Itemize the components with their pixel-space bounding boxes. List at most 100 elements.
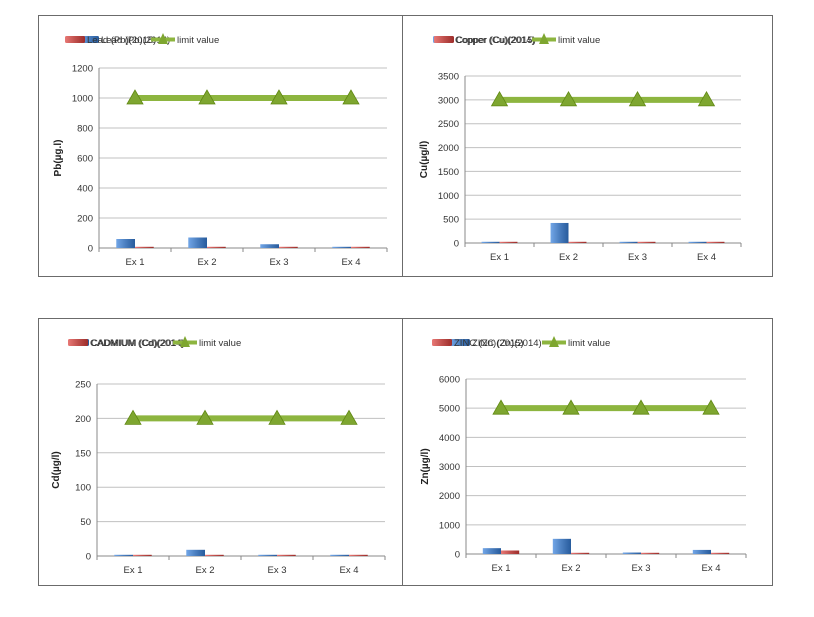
bar-ex2-series1: [550, 222, 569, 243]
y-tick-label: 500: [443, 215, 459, 226]
y-tick-label: 200: [77, 214, 93, 225]
limit-value-marker: [632, 399, 650, 415]
limit-value-marker: [270, 89, 288, 105]
bar-ex3-series2: [279, 246, 298, 248]
y-tick-label: 5000: [439, 404, 460, 415]
bar-ex1-series1: [114, 554, 133, 556]
bar-ex1-series2: [499, 241, 518, 243]
legend-label: Lead (Pb)(2015): [87, 35, 156, 46]
limit-value-marker: [562, 399, 580, 415]
legend-marker-limit: [180, 336, 190, 347]
chart-panel-copper: 0 500 1000 1500 2000 2500 3000 3500 Cu(µg/l) Ex 1…: [402, 15, 773, 277]
x-tick-label: Ex 2: [559, 252, 578, 263]
chart-copper: 0 500 1000 1500 2000 2500 3000 3500 Cu(µg/l) Ex 1…: [419, 33, 742, 263]
limit-value-marker: [126, 89, 144, 105]
x-tick-label: Ex 2: [195, 565, 214, 576]
bar-ex3-series1: [622, 552, 641, 554]
bar-ex4-series2: [706, 241, 725, 243]
y-tick-label: 2000: [438, 143, 459, 154]
legend-label: Copper (Cu)(2015): [456, 35, 536, 46]
legend-marker-limit: [158, 33, 168, 44]
bar-ex4-series2: [351, 246, 370, 248]
y-tick-label: 1000: [439, 520, 460, 531]
legend-label: CADMIUM (Cd)(2014): [90, 338, 184, 349]
limit-value-marker: [198, 89, 216, 105]
y-tick-label: 400: [77, 184, 93, 195]
y-tick-label: 1500: [438, 167, 459, 178]
legend-swatch-series2: [432, 339, 452, 346]
limit-value-marker: [490, 91, 509, 107]
legend-swatch-series2: [434, 36, 454, 43]
chart-cadmium: 0 50 100 150 200 250 Cd(µg/l) Ex 1 Ex 2 Ex 3 Ex 4 C…: [51, 336, 386, 576]
bar-ex2-series2: [571, 552, 590, 554]
bar-ex1-series1: [116, 239, 135, 248]
bar-ex1-series1: [481, 241, 500, 243]
x-tick-label: Ex 1: [490, 252, 509, 263]
chart-panel-cadmium: 0 50 100 150 200 250 Cd(µg/l) Ex 1 Ex 2 Ex 3 Ex 4 C…: [38, 318, 403, 586]
chart-zinc: 0 1000 2000 3000 4000 5000 6000 Zn(µg/l) Ex 1 Ex …: [420, 336, 747, 574]
limit-value-marker: [702, 399, 720, 415]
bar-ex1-series2: [135, 246, 154, 248]
x-tick-label: Ex 4: [697, 252, 716, 263]
x-tick-label: Ex 4: [341, 257, 360, 268]
legend-label: Lead (Pb)(2014): [101, 35, 170, 46]
y-tick-label: 800: [77, 124, 93, 135]
limit-value-marker: [628, 91, 647, 107]
legend-swatch-series2: [65, 36, 85, 43]
y-tick-label: 50: [80, 517, 91, 528]
bar-ex2-series2: [568, 241, 587, 243]
legend-label: ZINC (Zn)(2015): [454, 338, 524, 349]
bar-ex1-series2: [133, 554, 152, 556]
bar-ex1-series1: [482, 548, 501, 554]
y-tick-label: 600: [77, 154, 93, 165]
x-tick-label: Ex 1: [123, 565, 142, 576]
y-tick-label: 1000: [72, 94, 93, 105]
bar-ex3-series2: [277, 554, 296, 556]
bar-ex4-series1: [332, 246, 351, 248]
x-tick-label: Ex 3: [631, 563, 650, 574]
x-tick-label: Ex 2: [197, 257, 216, 268]
bar-ex2-series1: [188, 237, 207, 248]
chart-panel-lead: 0 200 400 600 800 1000 1200 Pb(µg.l) Ex 1 Ex 2 Ex …: [38, 15, 403, 277]
y-tick-label: 2000: [439, 491, 460, 502]
y-axis-label: Cd(µg/l): [51, 451, 62, 488]
y-tick-label: 4000: [439, 433, 460, 444]
limit-value-marker: [124, 409, 142, 425]
legend-marker-limit: [549, 336, 559, 347]
legend-label: limit value: [568, 338, 610, 349]
legend-marker-limit: [539, 33, 549, 44]
x-tick-label: Ex 2: [561, 563, 580, 574]
y-axis-label: Cu(µg/l): [419, 141, 430, 178]
limit-value-marker: [697, 91, 716, 107]
y-tick-label: 250: [75, 380, 91, 391]
x-tick-label: Ex 3: [628, 252, 647, 263]
y-tick-label: 100: [75, 483, 91, 494]
bar-ex3-series1: [258, 554, 277, 556]
legend-label: ZINC (Zn)(2014): [472, 338, 542, 349]
bar-ex3-series2: [637, 241, 656, 243]
x-tick-label: Ex 1: [491, 563, 510, 574]
bar-ex4-series2: [349, 554, 368, 556]
limit-value-marker: [559, 91, 578, 107]
legend-swatch-series2: [68, 339, 88, 346]
legend-label: limit value: [558, 35, 600, 46]
legend-label: CADMIUM (Cd)(2014): [91, 338, 185, 349]
x-tick-label: Ex 4: [701, 563, 720, 574]
limit-value-marker: [342, 89, 360, 105]
bar-ex4-series1: [688, 241, 707, 243]
chart-lead: 0 200 400 600 800 1000 1200 Pb(µg.l) Ex 1 Ex 2 Ex …: [53, 33, 388, 268]
limit-value-marker: [268, 409, 286, 425]
bar-ex4-series1: [330, 554, 349, 556]
chart-panel-zinc: 0 1000 2000 3000 4000 5000 6000 Zn(µg/l) Ex 1 Ex …: [402, 318, 773, 586]
y-tick-label: 0: [454, 239, 459, 250]
legend-label: Copper (Cu)(2014): [455, 35, 535, 46]
bar-ex3-series2: [641, 552, 660, 554]
limit-value-marker: [340, 409, 358, 425]
bar-ex3-series1: [619, 241, 638, 243]
y-tick-label: 2500: [438, 119, 459, 130]
y-tick-label: 3000: [438, 95, 459, 106]
limit-value-marker: [492, 399, 510, 415]
bar-ex2-series1: [186, 549, 205, 556]
y-tick-label: 0: [455, 550, 460, 561]
y-tick-label: 0: [88, 244, 93, 255]
